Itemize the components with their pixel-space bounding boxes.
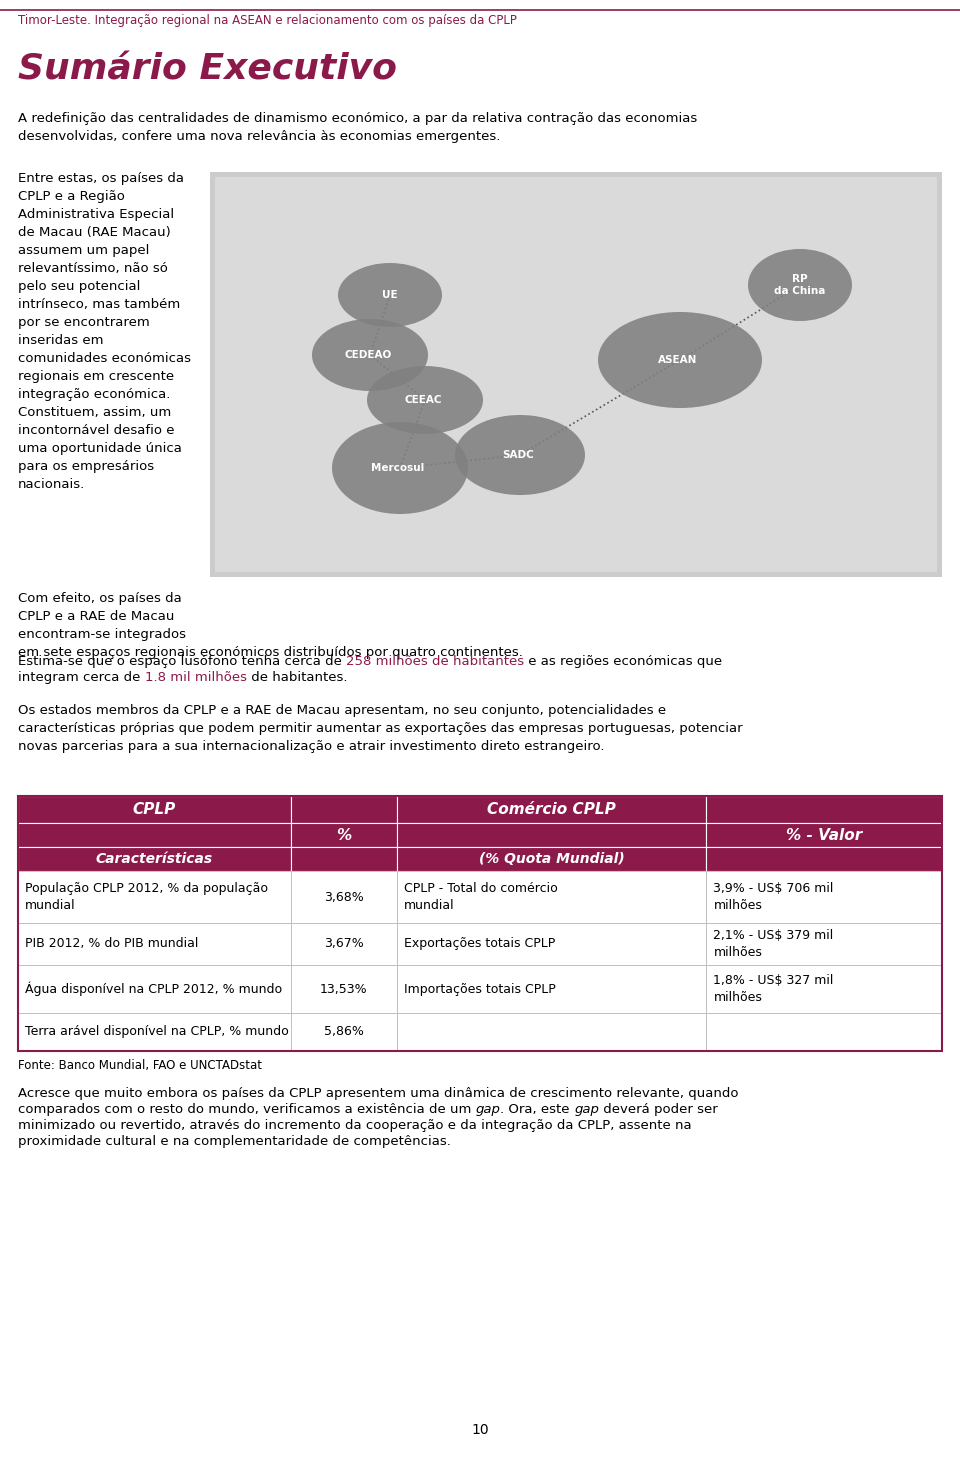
Text: minimizado ou revertido, através do incremento da cooperação e da integração da : minimizado ou revertido, através do incr… bbox=[18, 1119, 691, 1132]
Text: Fonte: Banco Mundial, FAO e UNCTADstat: Fonte: Banco Mundial, FAO e UNCTADstat bbox=[18, 1059, 262, 1072]
FancyBboxPatch shape bbox=[18, 922, 291, 965]
Text: PIB 2012, % do PIB mundial: PIB 2012, % do PIB mundial bbox=[25, 937, 199, 950]
FancyBboxPatch shape bbox=[291, 922, 396, 965]
Text: Terra arável disponível na CPLP, % mundo: Terra arável disponível na CPLP, % mundo bbox=[25, 1026, 289, 1039]
Text: de habitantes.: de habitantes. bbox=[247, 672, 348, 683]
FancyBboxPatch shape bbox=[396, 823, 707, 847]
FancyBboxPatch shape bbox=[291, 823, 396, 847]
Text: 3,67%: 3,67% bbox=[324, 937, 364, 950]
Text: RP
da China: RP da China bbox=[775, 274, 826, 296]
FancyBboxPatch shape bbox=[18, 823, 291, 847]
FancyBboxPatch shape bbox=[396, 847, 707, 871]
Text: ASEAN: ASEAN bbox=[659, 356, 698, 366]
FancyBboxPatch shape bbox=[18, 871, 291, 922]
FancyBboxPatch shape bbox=[18, 965, 291, 1013]
Ellipse shape bbox=[455, 415, 585, 495]
Text: CPLP: CPLP bbox=[132, 801, 176, 817]
FancyBboxPatch shape bbox=[291, 871, 396, 922]
Text: Acresce que muito embora os países da CPLP apresentem uma dinâmica de cresciment: Acresce que muito embora os países da CP… bbox=[18, 1087, 738, 1100]
Text: Mercosul: Mercosul bbox=[372, 463, 424, 474]
Ellipse shape bbox=[748, 249, 852, 321]
FancyBboxPatch shape bbox=[291, 1013, 396, 1050]
FancyBboxPatch shape bbox=[707, 922, 942, 965]
FancyBboxPatch shape bbox=[707, 871, 942, 922]
Text: 258 milhões de habitantes: 258 milhões de habitantes bbox=[347, 656, 524, 667]
Text: 3,68%: 3,68% bbox=[324, 890, 364, 903]
Text: Sumário Executivo: Sumário Executivo bbox=[18, 52, 397, 86]
Text: comparados com o resto do mundo, verificamos a existência de um: comparados com o resto do mundo, verific… bbox=[18, 1103, 475, 1116]
Text: CPLP - Total do comércio
mundial: CPLP - Total do comércio mundial bbox=[404, 881, 558, 912]
FancyBboxPatch shape bbox=[396, 871, 707, 922]
Text: gap: gap bbox=[574, 1103, 599, 1116]
FancyBboxPatch shape bbox=[707, 1013, 942, 1050]
Text: Água disponível na CPLP 2012, % mundo: Água disponível na CPLP 2012, % mundo bbox=[25, 982, 282, 997]
FancyBboxPatch shape bbox=[291, 965, 396, 1013]
FancyBboxPatch shape bbox=[396, 965, 707, 1013]
FancyBboxPatch shape bbox=[291, 796, 396, 823]
Text: CEEAC: CEEAC bbox=[404, 395, 442, 405]
FancyBboxPatch shape bbox=[707, 796, 942, 823]
FancyBboxPatch shape bbox=[396, 922, 707, 965]
Text: . Ora, este: . Ora, este bbox=[500, 1103, 574, 1116]
Text: CEDEAO: CEDEAO bbox=[345, 350, 392, 360]
Text: Timor-Leste. Integração regional na ASEAN e relacionamento com os países da CPLP: Timor-Leste. Integração regional na ASEA… bbox=[18, 15, 516, 28]
Text: A redefinição das centralidades de dinamismo económico, a par da relativa contra: A redefinição das centralidades de dinam… bbox=[18, 112, 697, 143]
Text: proximidade cultural e na complementaridade de competências.: proximidade cultural e na complementarid… bbox=[18, 1135, 451, 1148]
Text: 10: 10 bbox=[471, 1423, 489, 1437]
Text: Com efeito, os países da
CPLP e a RAE de Macau
encontram-se integrados
em sete e: Com efeito, os países da CPLP e a RAE de… bbox=[18, 592, 523, 659]
Text: Exportações totais CPLP: Exportações totais CPLP bbox=[404, 937, 555, 950]
Ellipse shape bbox=[332, 423, 468, 514]
Text: Características: Características bbox=[96, 852, 213, 865]
Text: UE: UE bbox=[382, 290, 397, 300]
Text: 13,53%: 13,53% bbox=[320, 982, 368, 995]
FancyBboxPatch shape bbox=[18, 1013, 291, 1050]
Text: e as regiões económicas que: e as regiões económicas que bbox=[524, 656, 722, 667]
Text: Entre estas, os países da
CPLP e a Região
Administrativa Especial
de Macau (RAE : Entre estas, os países da CPLP e a Regiã… bbox=[18, 172, 191, 491]
FancyBboxPatch shape bbox=[18, 796, 291, 823]
FancyBboxPatch shape bbox=[707, 847, 942, 871]
FancyBboxPatch shape bbox=[215, 176, 937, 573]
Text: %: % bbox=[336, 828, 351, 842]
FancyBboxPatch shape bbox=[396, 796, 707, 823]
Ellipse shape bbox=[312, 319, 428, 390]
FancyBboxPatch shape bbox=[18, 847, 291, 871]
Text: 5,86%: 5,86% bbox=[324, 1026, 364, 1039]
FancyBboxPatch shape bbox=[291, 847, 396, 871]
FancyBboxPatch shape bbox=[707, 823, 942, 847]
Text: Importações totais CPLP: Importações totais CPLP bbox=[404, 982, 556, 995]
Text: 1.8 mil milhões: 1.8 mil milhões bbox=[145, 672, 247, 683]
Ellipse shape bbox=[367, 366, 483, 434]
Text: População CPLP 2012, % da população
mundial: População CPLP 2012, % da população mund… bbox=[25, 881, 268, 912]
FancyBboxPatch shape bbox=[210, 172, 942, 577]
Text: Estima-se que o espaço lusófono tenha cerca de: Estima-se que o espaço lusófono tenha ce… bbox=[18, 656, 347, 667]
Text: deverá poder ser: deverá poder ser bbox=[599, 1103, 718, 1116]
Text: Comércio CPLP: Comércio CPLP bbox=[488, 801, 616, 817]
Text: integram cerca de: integram cerca de bbox=[18, 672, 145, 683]
Text: gap: gap bbox=[475, 1103, 500, 1116]
Text: 1,8% - US$ 327 mil
milhões: 1,8% - US$ 327 mil milhões bbox=[713, 973, 833, 1004]
FancyBboxPatch shape bbox=[396, 1013, 707, 1050]
FancyBboxPatch shape bbox=[707, 965, 942, 1013]
Ellipse shape bbox=[338, 264, 442, 326]
Text: 3,9% - US$ 706 mil
milhões: 3,9% - US$ 706 mil milhões bbox=[713, 881, 833, 912]
Text: SADC: SADC bbox=[502, 450, 534, 460]
Ellipse shape bbox=[598, 312, 762, 408]
Text: 2,1% - US$ 379 mil
milhões: 2,1% - US$ 379 mil milhões bbox=[713, 930, 833, 959]
Text: (% Quota Mundial): (% Quota Mundial) bbox=[479, 852, 625, 865]
Text: % - Valor: % - Valor bbox=[786, 828, 862, 842]
Text: Os estados membros da CPLP e a RAE de Macau apresentam, no seu conjunto, potenci: Os estados membros da CPLP e a RAE de Ma… bbox=[18, 704, 743, 753]
